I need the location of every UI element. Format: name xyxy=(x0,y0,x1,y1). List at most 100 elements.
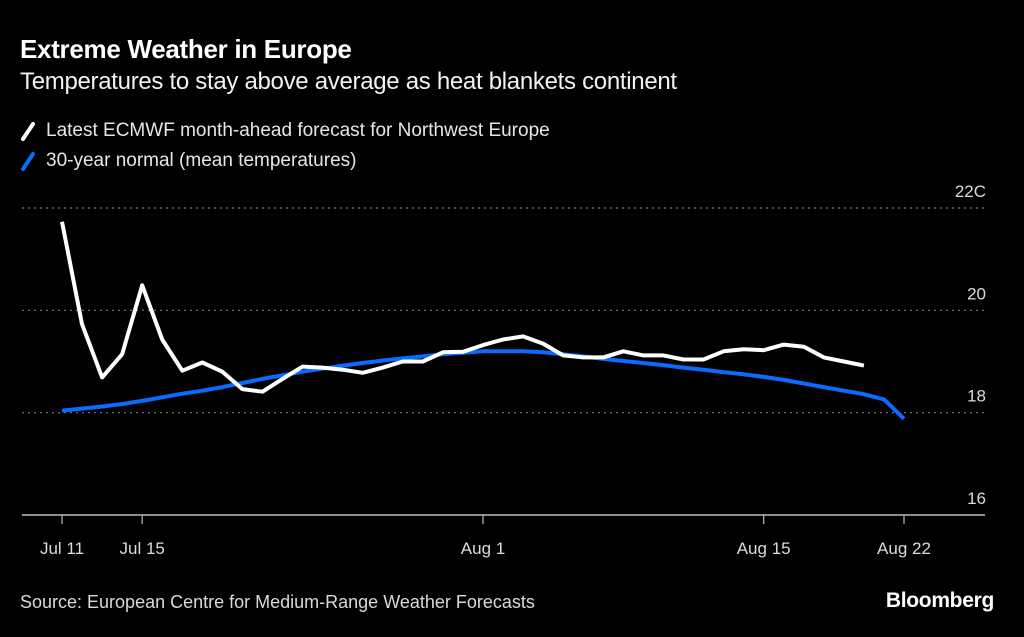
chart-subtitle: Temperatures to stay above average as he… xyxy=(20,68,677,95)
data-point-normal xyxy=(882,397,886,401)
data-point-forecast xyxy=(381,366,385,370)
data-point-normal xyxy=(541,350,545,354)
data-point-normal xyxy=(180,392,184,396)
data-point-forecast xyxy=(120,352,124,356)
data-point-forecast xyxy=(281,377,285,381)
data-point-forecast xyxy=(80,322,84,326)
legend-item-forecast: Latest ECMWF month-ahead forecast for No… xyxy=(20,116,550,146)
y-tick-label: 18 xyxy=(967,387,986,406)
data-point-forecast xyxy=(621,349,625,353)
legend-item-normal: 30-year normal (mean temperatures) xyxy=(20,146,550,176)
data-point-normal xyxy=(641,361,645,365)
data-point-normal xyxy=(200,389,204,393)
data-point-normal xyxy=(902,417,906,421)
data-point-forecast xyxy=(441,350,445,354)
data-point-normal xyxy=(80,407,84,411)
gridlines xyxy=(22,207,985,414)
data-point-normal xyxy=(702,368,706,372)
data-point-forecast xyxy=(862,364,866,368)
legend-label-forecast: Latest ECMWF month-ahead forecast for No… xyxy=(46,120,550,141)
data-point-normal xyxy=(220,385,224,389)
data-point-forecast xyxy=(301,365,305,369)
data-point-forecast xyxy=(702,357,706,361)
data-point-forecast xyxy=(541,342,545,346)
data-point-forecast xyxy=(782,343,786,347)
data-point-normal xyxy=(762,375,766,379)
y-tick-label: 20 xyxy=(967,284,986,303)
data-point-forecast xyxy=(140,283,144,287)
legend-label-normal: 30-year normal (mean temperatures) xyxy=(46,150,357,171)
data-point-normal xyxy=(802,382,806,386)
legend-swatch-forecast-icon xyxy=(21,122,35,141)
x-axis-labels: Jul 11 Jul 15 Aug 1 Aug 15 Aug 22 xyxy=(40,539,931,558)
data-point-normal xyxy=(301,370,305,374)
data-point-normal xyxy=(341,364,345,368)
data-point-forecast xyxy=(802,345,806,349)
x-tick-label: Jul 15 xyxy=(120,539,165,558)
data-point-forecast xyxy=(722,349,726,353)
data-point-normal xyxy=(120,402,124,406)
data-point-normal xyxy=(782,378,786,382)
data-point-normal xyxy=(842,389,846,393)
data-point-forecast xyxy=(481,343,485,347)
data-point-normal xyxy=(501,349,505,353)
bloomberg-logo: Bloomberg xyxy=(885,589,994,612)
data-point-normal xyxy=(521,349,525,353)
data-point-forecast xyxy=(681,357,685,361)
data-point-normal xyxy=(361,361,365,365)
legend: Latest ECMWF month-ahead forecast for No… xyxy=(20,116,550,176)
data-point-forecast xyxy=(321,366,325,370)
data-point-normal xyxy=(722,370,726,374)
data-point-normal xyxy=(60,409,64,413)
data-point-forecast xyxy=(180,369,184,373)
series-line-forecast xyxy=(60,221,865,394)
x-tick-label: Aug 15 xyxy=(737,539,791,558)
data-point-forecast xyxy=(842,360,846,364)
data-point-forecast xyxy=(341,368,345,372)
x-tick-label: Jul 11 xyxy=(40,539,84,558)
data-point-forecast xyxy=(401,360,405,364)
data-point-forecast xyxy=(822,355,826,359)
data-point-forecast xyxy=(100,375,104,379)
data-point-normal xyxy=(742,372,746,376)
data-point-forecast xyxy=(501,337,505,341)
y-axis-labels: 16 18 20 22C xyxy=(955,182,986,508)
series-line-normal xyxy=(61,349,906,421)
data-point-forecast xyxy=(641,353,645,357)
data-point-forecast xyxy=(561,353,565,357)
data-point-normal xyxy=(862,392,866,396)
data-point-normal xyxy=(381,358,385,362)
data-point-normal xyxy=(160,395,164,399)
data-point-forecast xyxy=(260,390,264,394)
data-point-forecast xyxy=(361,371,365,375)
data-point-forecast xyxy=(521,334,525,338)
x-tick-label: Aug 1 xyxy=(461,539,505,558)
data-point-normal xyxy=(240,381,244,385)
data-point-forecast xyxy=(240,387,244,391)
data-point-forecast xyxy=(601,355,605,359)
data-point-forecast xyxy=(762,348,766,352)
data-point-forecast xyxy=(200,361,204,365)
chart-title: Extreme Weather in Europe xyxy=(20,34,352,64)
x-tick-label: Aug 22 xyxy=(877,539,931,558)
data-point-forecast xyxy=(661,353,665,357)
data-point-normal xyxy=(822,385,826,389)
data-point-forecast xyxy=(220,370,224,374)
data-point-normal xyxy=(260,377,264,381)
data-point-forecast xyxy=(742,347,746,351)
series-lines xyxy=(60,221,906,421)
source-note: Source: European Centre for Medium-Range… xyxy=(20,592,535,612)
data-point-normal xyxy=(100,405,104,409)
data-point-normal xyxy=(661,363,665,367)
x-axis xyxy=(22,514,985,524)
data-point-forecast xyxy=(461,350,465,354)
data-point-forecast xyxy=(160,337,164,341)
y-tick-label: 16 xyxy=(967,489,986,508)
data-point-normal xyxy=(481,349,485,353)
data-point-normal xyxy=(140,399,144,403)
data-point-normal xyxy=(621,359,625,363)
data-point-forecast xyxy=(421,360,425,364)
data-point-forecast xyxy=(581,355,585,359)
data-point-normal xyxy=(681,366,685,370)
